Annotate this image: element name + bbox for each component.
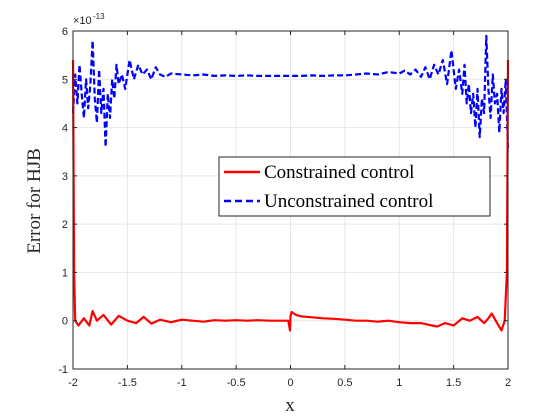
y-axis-label: Error for HJB xyxy=(24,148,45,254)
x-tick-label: -2 xyxy=(68,377,78,389)
legend-label-unconstrained: Unconstrained control xyxy=(264,191,433,212)
axis-ticks: -2 -1.5 -1 -0.5 0 0.5 1 1.5 2 -1 0 1 2 3 4 5 6 xyxy=(58,26,511,389)
y-multiplier-base: ×10 xyxy=(73,15,92,27)
y-tick-label: 4 xyxy=(62,123,68,135)
x-axis-label: x xyxy=(285,395,295,416)
x-tick-label: -0.5 xyxy=(227,377,246,389)
x-tick-label: 0.5 xyxy=(337,377,352,389)
y-tick-label: 6 xyxy=(62,26,68,38)
y-tick-label: 5 xyxy=(62,74,68,86)
y-multiplier-exponent: -13 xyxy=(93,12,105,21)
y-tick-label: 0 xyxy=(62,316,68,328)
x-tick-label: 0 xyxy=(287,377,293,389)
legend-box xyxy=(218,156,491,217)
series-line-unconstrained xyxy=(71,34,510,152)
series-line-constrained xyxy=(71,59,510,332)
x-tick-label: 1 xyxy=(396,377,402,389)
y-tick-label: 3 xyxy=(62,171,68,183)
x-tick-label: 1.5 xyxy=(446,377,461,389)
x-tick-label: 2 xyxy=(505,377,511,389)
x-tick-label: -1.5 xyxy=(118,377,137,389)
y-tick-label: 1 xyxy=(62,267,68,279)
y-tick-label: 2 xyxy=(62,219,68,231)
legend: Constrained control Unconstrained contro… xyxy=(218,156,491,217)
y-tick-label: -1 xyxy=(58,364,68,376)
series-lines xyxy=(71,34,510,332)
legend-label-constrained: Constrained control xyxy=(264,162,414,183)
x-tick-label: -1 xyxy=(177,377,187,389)
